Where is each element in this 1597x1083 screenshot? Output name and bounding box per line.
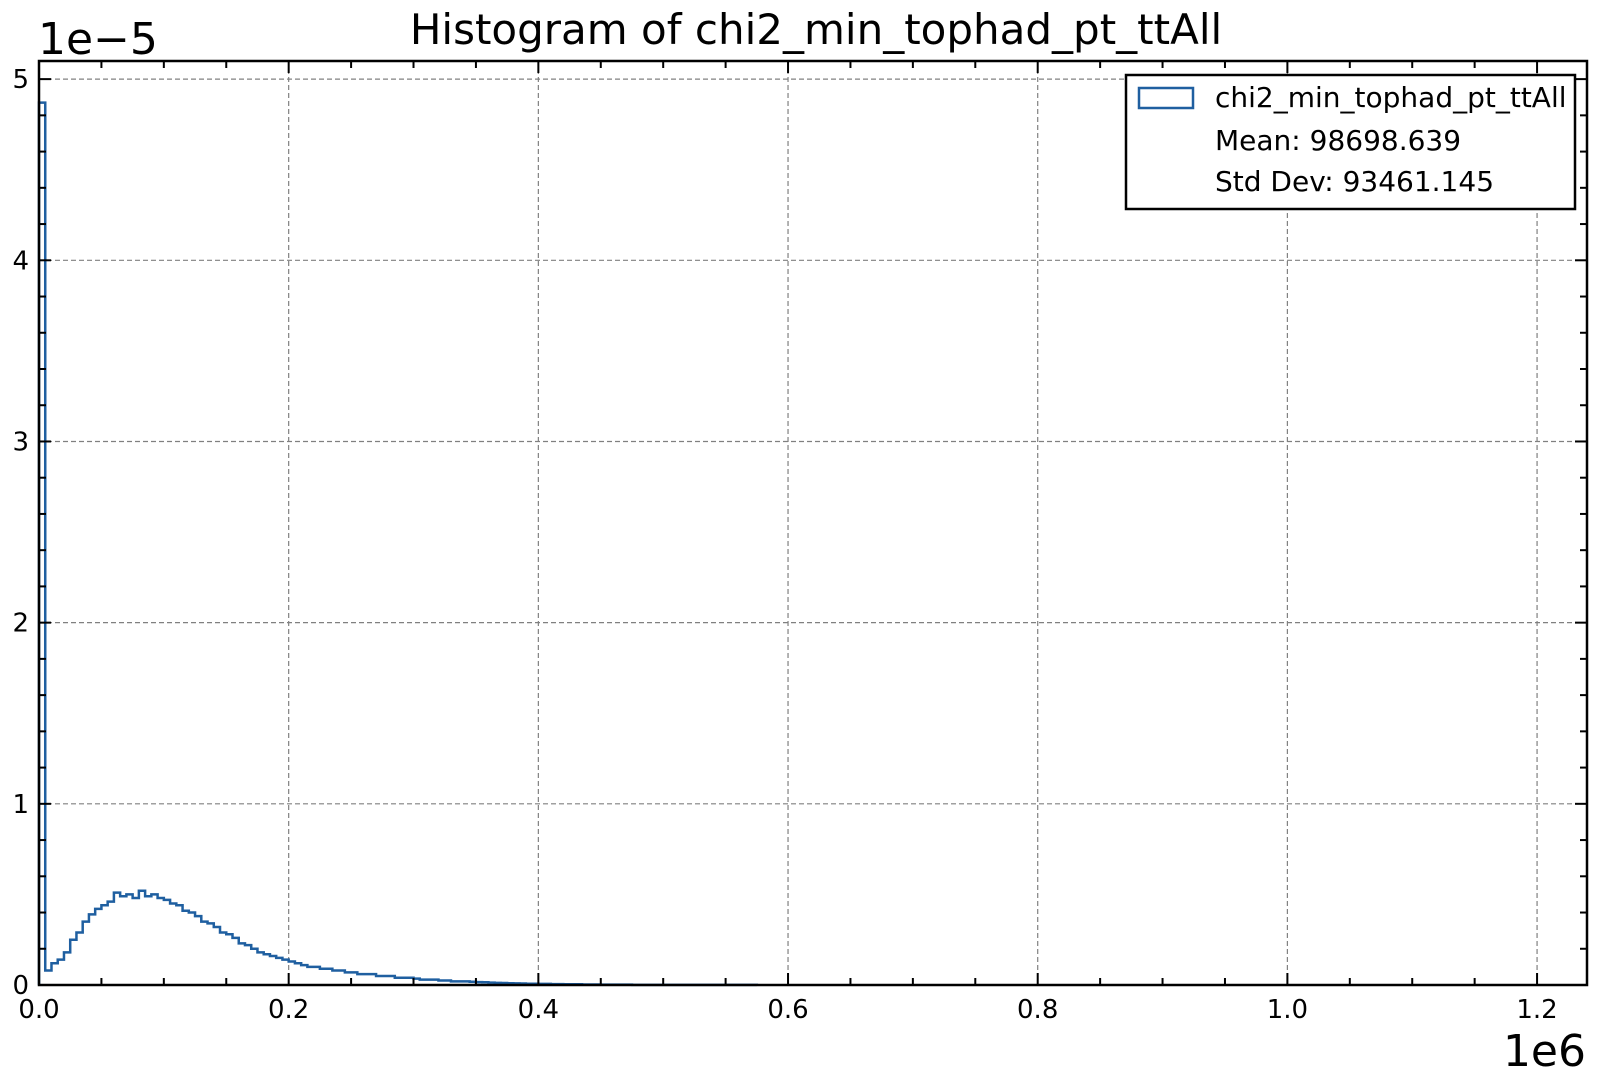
histogram-bin	[45, 971, 51, 985]
histogram-bin	[201, 922, 207, 985]
histogram-step-line	[37, 101, 759, 987]
legend-std-dev-label: Std Dev: 93461.145	[1215, 165, 1494, 198]
histogram-bin	[233, 938, 239, 985]
legend-swatch	[1137, 86, 1195, 110]
histogram-bin	[83, 922, 89, 985]
histogram-bin	[58, 960, 64, 985]
legend-box	[1124, 73, 1577, 211]
histogram-bin	[95, 909, 101, 985]
histogram-bin	[339, 971, 345, 985]
histogram-bin	[276, 958, 282, 985]
x-tick-label: 1.0	[1267, 995, 1308, 1025]
histogram-bin	[376, 976, 382, 985]
histogram-bin	[108, 902, 114, 985]
x-tick-label: 1.2	[1516, 995, 1557, 1025]
y-tick-label: 0	[12, 971, 29, 1001]
x-tick-labels: 0.0 0.2 0.4 0.6 0.8 1.0 1.2	[18, 995, 1557, 1025]
histogram-bin	[370, 974, 376, 985]
histogram-bin	[64, 952, 70, 985]
histogram-bin	[51, 963, 57, 985]
histogram-bin	[183, 911, 189, 985]
y-axis-offset-label: 1e−5	[38, 14, 158, 65]
legend-mean-label: Mean: 98698.639	[1215, 124, 1461, 157]
histogram-bin	[195, 916, 201, 985]
histogram-bin	[382, 976, 388, 985]
histogram-bin	[332, 971, 338, 985]
histogram-bin	[145, 896, 151, 985]
x-tick-label: 0.8	[1017, 995, 1058, 1025]
histogram-bin	[114, 893, 120, 985]
histogram-bin	[270, 956, 276, 985]
histogram-bin	[189, 913, 195, 985]
x-tick-label: 0.2	[268, 995, 309, 1025]
y-tick-labels: 0 1 2 3 4 5	[12, 65, 29, 1001]
histogram-bin	[151, 894, 157, 985]
histogram-bin	[89, 914, 95, 985]
histogram-bin	[133, 898, 139, 985]
histogram-bin	[139, 891, 145, 985]
grid	[39, 61, 1587, 985]
histogram-bin	[257, 952, 263, 985]
plot-frame	[37, 59, 1589, 987]
histogram-bin	[364, 974, 370, 985]
histogram-bin	[76, 932, 82, 985]
histogram-bin	[158, 898, 164, 985]
histogram-bin	[226, 934, 232, 985]
histogram-bin	[170, 903, 176, 985]
histogram-series	[37, 101, 759, 987]
histogram-bin	[101, 905, 107, 985]
histogram-bin	[214, 927, 220, 985]
y-tick-label: 1	[12, 790, 29, 820]
histogram-bin	[314, 967, 320, 985]
histogram-bin	[301, 965, 307, 985]
histogram-bin	[208, 923, 214, 985]
legend-series-label: chi2_min_tophad_pt_ttAll	[1215, 81, 1567, 114]
x-axis-offset-label: 1e6	[1503, 1026, 1586, 1077]
histogram-bin	[326, 969, 332, 985]
histogram-bin	[176, 905, 182, 985]
histogram-bin	[239, 943, 245, 985]
y-tick-label: 2	[12, 609, 29, 639]
y-tick-label: 4	[12, 246, 29, 276]
histogram-bin	[264, 954, 270, 985]
histogram-bin	[251, 949, 257, 985]
histogram-bin	[320, 969, 326, 985]
histogram-bin	[295, 963, 301, 985]
x-tick-label: 0.0	[18, 995, 59, 1025]
histogram-bin	[307, 967, 313, 985]
histogram-bin	[164, 900, 170, 985]
histogram-bin	[70, 940, 76, 985]
y-tick-label: 5	[12, 65, 29, 95]
chart-title: Histogram of chi2_min_tophad_pt_ttAll	[410, 5, 1222, 54]
histogram-bin	[357, 974, 363, 985]
histogram-bin	[126, 894, 132, 985]
histogram-bin	[220, 932, 226, 985]
x-tick-label: 0.6	[767, 995, 808, 1025]
x-tick-label: 0.4	[518, 995, 559, 1025]
histogram-bin	[389, 976, 395, 985]
legend: chi2_min_tophad_pt_ttAll Mean: 98698.639…	[1124, 73, 1577, 211]
histogram-bin	[120, 896, 126, 985]
histogram-bin	[245, 945, 251, 985]
y-tick-label: 3	[12, 427, 29, 457]
